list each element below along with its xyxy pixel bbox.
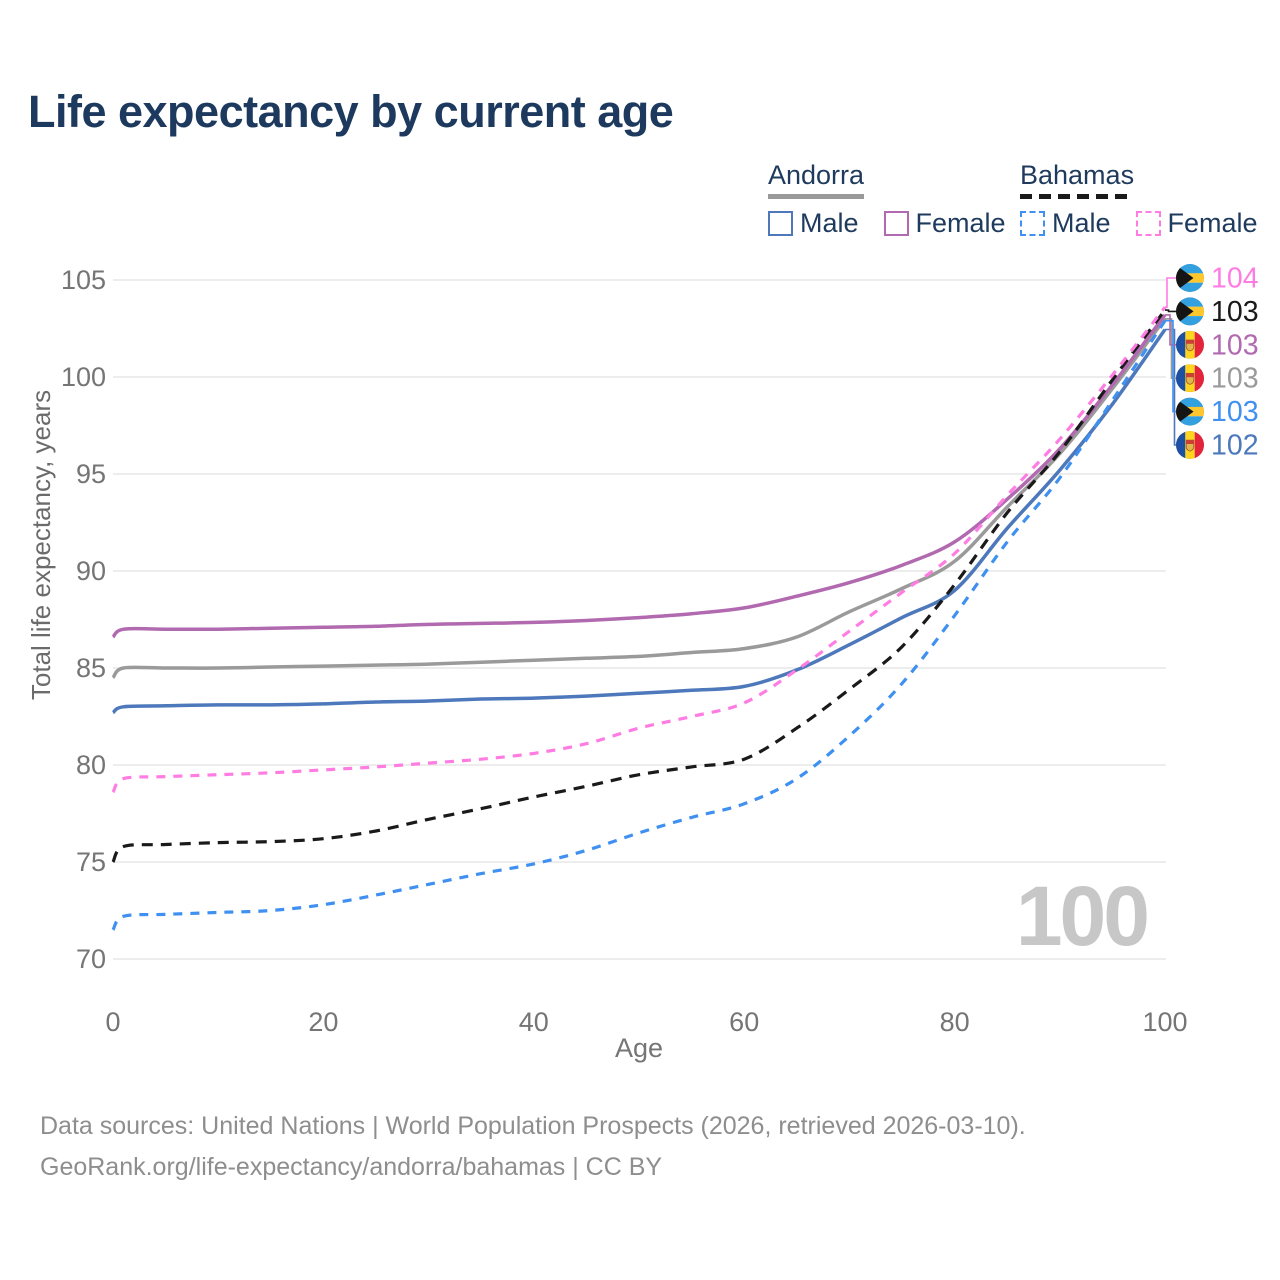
legend-country-andorra[interactable]: Andorra [768, 160, 865, 199]
end-value-label-bahamas-female: 104 [1211, 263, 1259, 295]
x-axis-title: Age [615, 1033, 663, 1063]
andorra-male-swatch [768, 211, 793, 236]
series-line-andorra-female [111, 313, 1167, 639]
bahamas-female-swatch [1135, 211, 1161, 236]
flag-icon-bahamas [1176, 397, 1204, 426]
x-tick-label: 100 [1142, 1007, 1187, 1037]
leader-line-bahamas-female [1165, 277, 1176, 308]
leader-line-bahamas-all [1165, 309, 1176, 313]
y-tick-label: 70 [76, 944, 106, 974]
x-tick-label: 60 [729, 1007, 759, 1037]
andorra-female-swatch [883, 211, 909, 236]
series-line-andorra-all [111, 317, 1167, 680]
y-tick-label: 85 [76, 653, 106, 683]
y-tick-label: 95 [76, 459, 106, 489]
flag-icon-andorra [1176, 364, 1204, 393]
y-tick-label: 100 [61, 362, 106, 392]
bahamas-line-swatch [1020, 194, 1135, 199]
end-value-label-bahamas-all: 103 [1211, 296, 1259, 328]
age-counter-watermark: 100 [1016, 869, 1147, 963]
y-tick-label: 80 [76, 750, 106, 780]
data-sources-line: Data sources: United Nations | World Pop… [40, 1112, 1026, 1140]
andorra-line-swatch [768, 194, 865, 199]
x-tick-label: 0 [105, 1007, 120, 1037]
end-value-label-andorra-male: 102 [1211, 430, 1259, 462]
leader-line-andorra-male [1165, 328, 1176, 446]
legend-group-bahamas: Bahamas Male Female [1020, 160, 1258, 239]
legend-country-label: Andorra [768, 160, 865, 190]
end-value-label-bahamas-male: 103 [1211, 396, 1259, 428]
series-line-andorra-male [111, 328, 1167, 715]
legend-item-label: Male [800, 208, 859, 238]
x-tick-label: 40 [519, 1007, 549, 1037]
series-line-bahamas-male [111, 319, 1167, 931]
end-value-label-andorra-all: 103 [1211, 363, 1259, 395]
end-value-label-andorra-female: 103 [1211, 329, 1259, 361]
series-line-bahamas-all [111, 309, 1167, 863]
legend-item-label: Male [1052, 208, 1111, 238]
series-line-bahamas-female [111, 306, 1167, 794]
flag-icon-andorra [1176, 330, 1204, 359]
y-tick-label: 90 [76, 556, 106, 586]
bahamas-male-swatch [1020, 211, 1045, 236]
legend-country-label: Bahamas [1020, 160, 1135, 190]
legend-item-bahamas-male[interactable]: Male [1020, 208, 1111, 239]
legend-item-andorra-male[interactable]: Male [768, 208, 859, 239]
legend-group-andorra: Andorra Male Female [768, 160, 1006, 239]
leader-line-bahamas-male [1165, 319, 1176, 413]
attribution-line: GeoRank.org/life-expectancy/andorra/baha… [40, 1153, 663, 1181]
flag-icon-andorra [1176, 431, 1204, 459]
y-tick-label: 75 [76, 847, 106, 877]
x-tick-label: 20 [308, 1007, 338, 1037]
source-footer: Data sources: United Nations | World Pop… [40, 1106, 1026, 1188]
y-axis-title: Total life expectancy, years [26, 390, 56, 700]
y-tick-label: 105 [61, 265, 106, 295]
flag-icon-bahamas [1176, 297, 1204, 326]
x-tick-label: 80 [940, 1007, 970, 1037]
legend-item-bahamas-female[interactable]: Female [1135, 208, 1258, 239]
legend-item-label: Female [1167, 208, 1258, 238]
legend-item-label: Female [915, 208, 1006, 238]
page-title: Life expectancy by current age [28, 86, 674, 137]
legend-country-bahamas[interactable]: Bahamas [1020, 160, 1135, 199]
legend-item-andorra-female[interactable]: Female [883, 208, 1006, 239]
flag-icon-bahamas [1176, 264, 1204, 292]
